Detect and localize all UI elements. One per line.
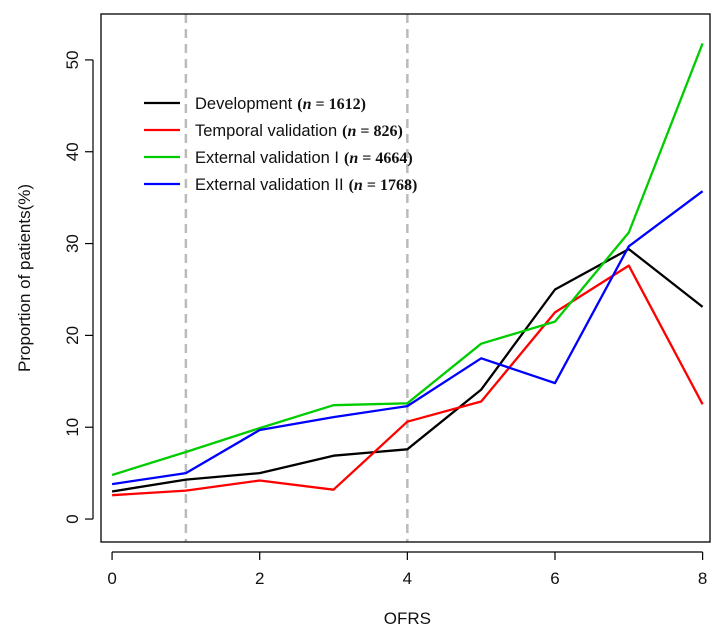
legend-item: Development (n = 1612) — [144, 95, 366, 113]
legend-label: Temporal validation — [195, 122, 337, 140]
y-tick-label: 40 — [63, 142, 82, 161]
legend-label: External validation I — [195, 149, 339, 167]
y-axis-title: Proportion of patients(%) — [15, 184, 34, 372]
reference-lines — [184, 14, 409, 542]
x-tick-label: 8 — [698, 569, 707, 588]
y-tick-label: 20 — [63, 326, 82, 345]
legend-item: External validation II (n = 1768) — [144, 176, 417, 194]
legend-sample-size: (n = 4664) — [344, 150, 413, 167]
x-tick-label: 6 — [550, 569, 559, 588]
x-tick-label: 0 — [107, 569, 116, 588]
plot-frame — [100, 13, 711, 543]
y-tick-label: 10 — [63, 418, 82, 437]
y-axis: 0 10 20 30 40 50 — [63, 50, 94, 524]
x-axis-title: OFRS — [384, 609, 431, 628]
legend-label: External validation II — [195, 176, 344, 194]
x-tick-label: 4 — [403, 569, 412, 588]
legend: Development (n = 1612) Temporal validation… — [144, 95, 417, 194]
legend-sample-size: (n = 1612) — [297, 96, 366, 113]
y-tick-label: 0 — [63, 514, 82, 523]
legend-item: Temporal validation (n = 826) — [144, 122, 403, 140]
legend-sample-size: (n = 826) — [342, 123, 403, 140]
x-tick-label: 2 — [255, 569, 264, 588]
legend-sample-size: (n = 1768) — [349, 177, 418, 194]
series-lines — [111, 42, 704, 497]
y-tick-label: 50 — [63, 50, 82, 69]
x-axis: 0 2 4 6 8 — [107, 551, 707, 588]
series-line — [111, 190, 704, 486]
legend-item: External validation I (n = 4664) — [144, 149, 413, 167]
series-line — [112, 264, 704, 497]
y-tick-label: 30 — [63, 234, 82, 253]
series-line — [111, 42, 704, 477]
legend-label: Development — [195, 95, 293, 113]
